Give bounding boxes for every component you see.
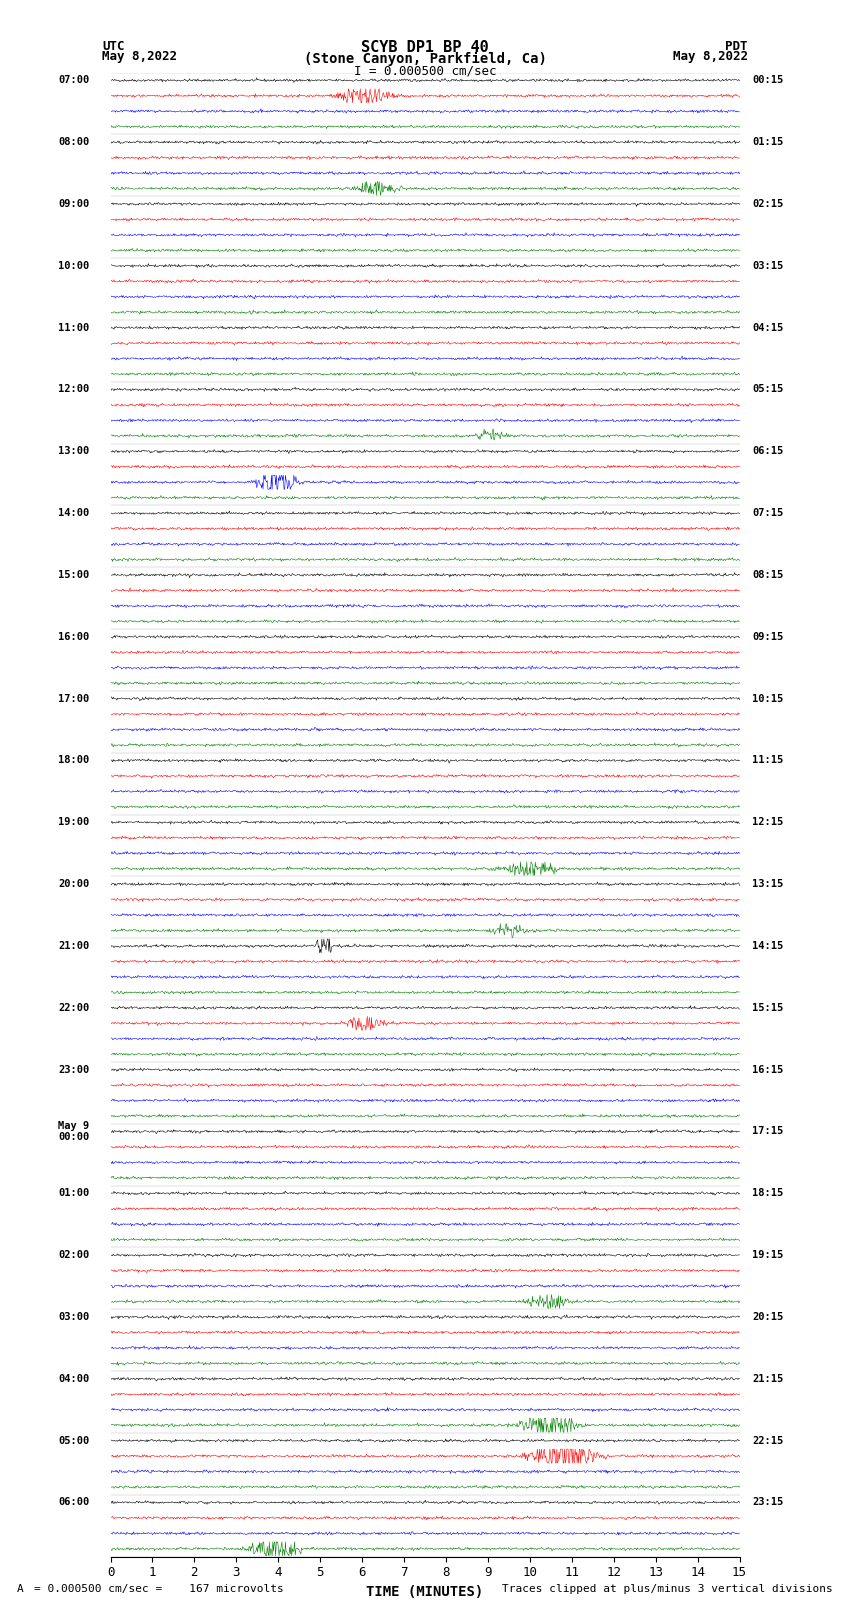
Text: 05:15: 05:15	[752, 384, 784, 395]
Text: May 8,2022: May 8,2022	[102, 50, 177, 63]
Text: 02:15: 02:15	[752, 198, 784, 210]
Text: A: A	[17, 1584, 24, 1594]
Text: 19:00: 19:00	[59, 818, 89, 827]
Text: 07:15: 07:15	[752, 508, 784, 518]
Text: 15:00: 15:00	[59, 569, 89, 581]
Text: 15:15: 15:15	[752, 1003, 784, 1013]
Text: 18:00: 18:00	[59, 755, 89, 766]
Text: 00:15: 00:15	[752, 76, 784, 85]
Text: 22:00: 22:00	[59, 1003, 89, 1013]
Text: 23:15: 23:15	[752, 1497, 784, 1508]
Text: I = 0.000500 cm/sec: I = 0.000500 cm/sec	[354, 65, 496, 77]
X-axis label: TIME (MINUTES): TIME (MINUTES)	[366, 1586, 484, 1598]
Text: 06:15: 06:15	[752, 447, 784, 456]
Text: 12:00: 12:00	[59, 384, 89, 395]
Text: 19:15: 19:15	[752, 1250, 784, 1260]
Text: = 0.000500 cm/sec =    167 microvolts: = 0.000500 cm/sec = 167 microvolts	[34, 1584, 284, 1594]
Text: 01:00: 01:00	[59, 1189, 89, 1198]
Text: 10:15: 10:15	[752, 694, 784, 703]
Text: 17:15: 17:15	[752, 1126, 784, 1137]
Text: SCYB DP1 BP 40: SCYB DP1 BP 40	[361, 40, 489, 55]
Text: 22:15: 22:15	[752, 1436, 784, 1445]
Text: 03:15: 03:15	[752, 261, 784, 271]
Text: 04:15: 04:15	[752, 323, 784, 332]
Text: 13:00: 13:00	[59, 447, 89, 456]
Text: 06:00: 06:00	[59, 1497, 89, 1508]
Text: 21:15: 21:15	[752, 1374, 784, 1384]
Text: 09:15: 09:15	[752, 632, 784, 642]
Text: (Stone Canyon, Parkfield, Ca): (Stone Canyon, Parkfield, Ca)	[303, 52, 547, 66]
Text: 20:00: 20:00	[59, 879, 89, 889]
Text: 18:15: 18:15	[752, 1189, 784, 1198]
Text: 12:15: 12:15	[752, 818, 784, 827]
Text: 16:00: 16:00	[59, 632, 89, 642]
Text: 11:15: 11:15	[752, 755, 784, 766]
Text: 20:15: 20:15	[752, 1311, 784, 1323]
Text: 21:00: 21:00	[59, 940, 89, 952]
Text: PDT: PDT	[726, 40, 748, 53]
Text: 02:00: 02:00	[59, 1250, 89, 1260]
Text: 23:00: 23:00	[59, 1065, 89, 1074]
Text: 17:00: 17:00	[59, 694, 89, 703]
Text: 14:15: 14:15	[752, 940, 784, 952]
Text: 13:15: 13:15	[752, 879, 784, 889]
Text: 04:00: 04:00	[59, 1374, 89, 1384]
Text: Traces clipped at plus/minus 3 vertical divisions: Traces clipped at plus/minus 3 vertical …	[502, 1584, 833, 1594]
Text: 14:00: 14:00	[59, 508, 89, 518]
Text: 03:00: 03:00	[59, 1311, 89, 1323]
Text: May 9
00:00: May 9 00:00	[59, 1121, 89, 1142]
Text: 01:15: 01:15	[752, 137, 784, 147]
Text: 08:15: 08:15	[752, 569, 784, 581]
Text: 05:00: 05:00	[59, 1436, 89, 1445]
Text: 11:00: 11:00	[59, 323, 89, 332]
Text: May 8,2022: May 8,2022	[673, 50, 748, 63]
Text: 09:00: 09:00	[59, 198, 89, 210]
Text: 08:00: 08:00	[59, 137, 89, 147]
Text: UTC: UTC	[102, 40, 124, 53]
Text: 07:00: 07:00	[59, 76, 89, 85]
Text: 10:00: 10:00	[59, 261, 89, 271]
Text: 16:15: 16:15	[752, 1065, 784, 1074]
